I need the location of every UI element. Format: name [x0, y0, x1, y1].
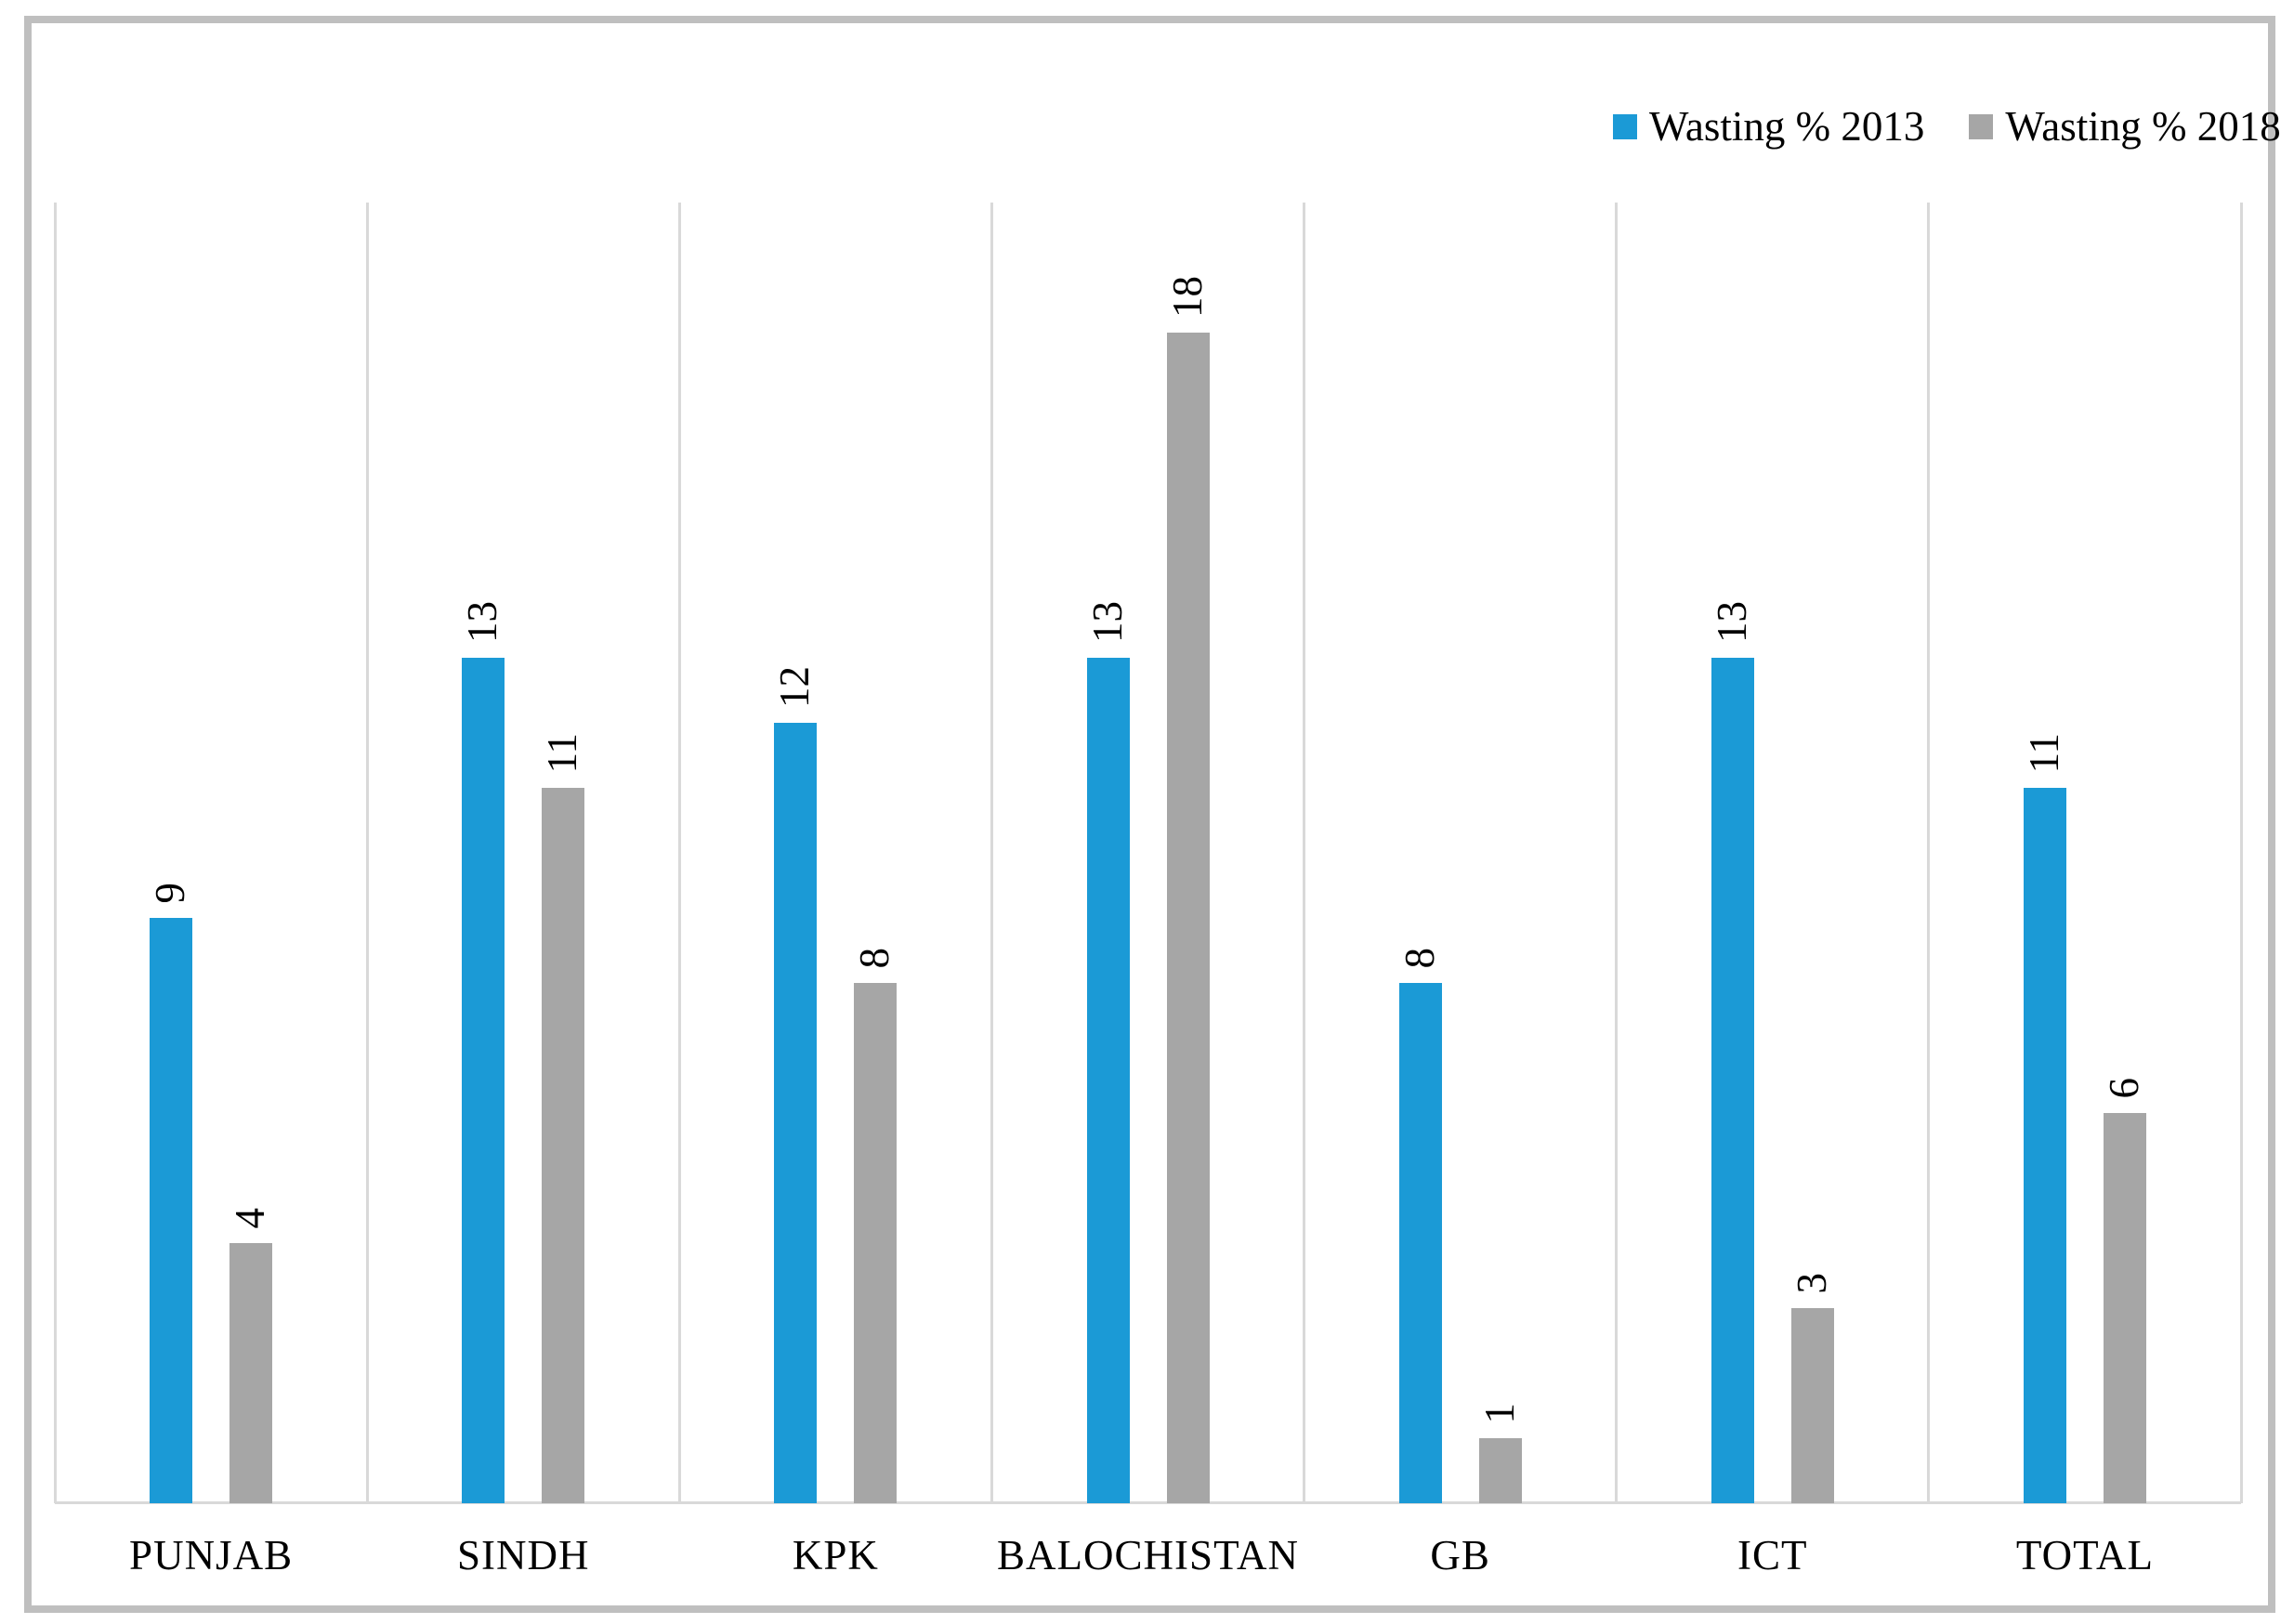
gridline [365, 203, 369, 1503]
bar-2018-gb [1478, 1438, 1522, 1503]
bar-2018-ict [1790, 1308, 1834, 1503]
legend-label-2013: Wasting % 2013 [1649, 102, 1925, 150]
data-label-2018-sindh: 11 [539, 732, 586, 773]
category-label-balochistan: BALOCHISTAN [997, 1532, 1299, 1578]
category-label-total: TOTAL [2015, 1532, 2154, 1578]
bar-2018-total [2103, 1113, 2146, 1503]
legend: Wasting % 2013 Wasting % 2018 [1613, 102, 2281, 151]
data-label-2013-total: 11 [2020, 732, 2067, 773]
bar-2013-gb [1398, 983, 1442, 1503]
bar-2018-balochistan [1166, 333, 1210, 1503]
gridline [2239, 203, 2243, 1503]
gridline [53, 203, 57, 1503]
bar-2013-total [2023, 788, 2066, 1503]
data-label-2013-gb: 8 [1396, 947, 1443, 969]
data-label-2018-gb: 1 [1475, 1402, 1523, 1424]
data-label-2018-kpk: 8 [851, 947, 898, 969]
data-label-2013-ict: 13 [1708, 601, 1755, 643]
data-label-2013-balochistan: 13 [1083, 601, 1131, 643]
legend-item-2013: Wasting % 2013 [1613, 102, 1925, 150]
gridline [1615, 203, 1619, 1503]
data-label-2018-total: 6 [2100, 1077, 2147, 1099]
bar-2013-sindh [462, 658, 505, 1503]
data-label-2018-balochistan: 18 [1163, 276, 1211, 318]
bar-2018-punjab [229, 1243, 273, 1503]
data-label-2018-ict: 3 [1788, 1272, 1835, 1294]
x-axis-line [55, 1501, 2241, 1504]
bar-2018-kpk [854, 983, 898, 1503]
gridline [677, 203, 681, 1503]
bar-2013-punjab [150, 918, 193, 1503]
legend-swatch-2018 [1969, 113, 1994, 139]
bar-2013-kpk [774, 723, 818, 1503]
bar-2013-balochistan [1086, 658, 1130, 1503]
gridline [1927, 203, 1931, 1503]
chart-border-frame [24, 16, 2275, 1613]
data-label-2013-kpk: 12 [771, 666, 819, 708]
data-label-2018-punjab: 4 [227, 1207, 274, 1229]
data-label-2013-sindh: 13 [459, 601, 506, 643]
legend-swatch-2013 [1613, 113, 1637, 139]
gridline [1303, 203, 1306, 1503]
legend-label-2018: Wasting % 2018 [2005, 102, 2281, 150]
legend-item-2018: Wasting % 2018 [1969, 102, 2281, 150]
category-label-kpk: KPK [792, 1532, 879, 1578]
category-label-sindh: SINDH [456, 1532, 590, 1578]
category-label-punjab: PUNJAB [129, 1532, 294, 1578]
bar-2013-ict [1711, 658, 1754, 1503]
category-label-ict: ICT [1737, 1532, 1808, 1578]
bar-2018-sindh [542, 788, 585, 1503]
category-label-gb: GB [1430, 1532, 1490, 1578]
gridline [990, 203, 993, 1503]
data-label-2013-punjab: 9 [147, 882, 194, 904]
